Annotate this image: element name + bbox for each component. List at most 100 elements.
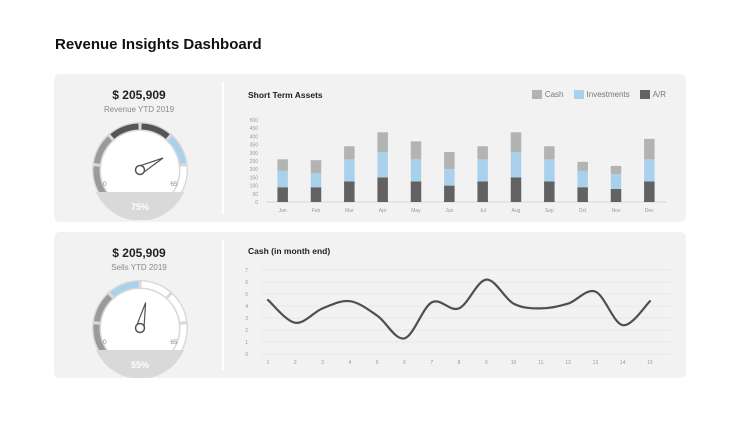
sells-kpi-label: Sells YTD 2019 [111, 263, 167, 272]
x-tick-label: Jan [279, 208, 287, 214]
bar-ar [277, 187, 288, 202]
bar-cash [310, 160, 322, 174]
page-title: Revenue Insights Dashboard [55, 36, 262, 53]
gauge-band [96, 350, 184, 378]
y-tick-label: 2 [245, 328, 248, 334]
bar-cash [577, 161, 588, 171]
bar-cash [344, 146, 355, 160]
y-tick-label: 7 [245, 268, 248, 274]
bar-cash [544, 146, 555, 160]
x-tick-label: Aug [512, 208, 521, 214]
panel-divider [222, 240, 224, 370]
legend-item-cash: Cash [531, 90, 564, 99]
gauge-min-label: 0 [103, 339, 107, 346]
x-tick-label: Feb [312, 208, 321, 214]
bar-cash [477, 146, 488, 160]
y-tick-label: 300 [250, 151, 259, 157]
y-tick-label: 4 [245, 304, 248, 310]
cash-chart-title: Cash (in month end) [248, 246, 331, 256]
y-tick-label: 0 [255, 200, 258, 206]
bar-investments [444, 169, 455, 186]
revenue-gauge: 0 65 75% [92, 122, 188, 220]
bar-investments [410, 159, 422, 182]
y-tick-label: 50 [252, 192, 258, 198]
sells-gauge: 0 65 55% [92, 280, 188, 378]
x-tick-label: 2 [294, 360, 297, 366]
revenue-panel: $ 205,909 Revenue YTD 2019 0 65 75% Short … [54, 74, 686, 222]
x-tick-label: 14 [620, 360, 626, 366]
revenue-kpi: $ 205,909 Revenue YTD 2019 0 65 75% [54, 74, 224, 222]
legend-item-investments: Investments [573, 90, 630, 99]
x-tick-label: Jul [479, 208, 485, 214]
x-tick-label: 7 [430, 360, 433, 366]
x-tick-label: 12 [565, 360, 571, 366]
bar-investments [644, 159, 655, 182]
bar-cash [410, 141, 422, 160]
x-tick-label: 6 [403, 360, 406, 366]
x-tick-label: 9 [485, 360, 488, 366]
bar-cash [277, 159, 288, 171]
gauge-hub [134, 164, 146, 176]
bar-ar [344, 181, 355, 202]
x-tick-label: Sep [545, 208, 554, 214]
legend-label-ar: A/R [652, 90, 666, 99]
sells-panel: $ 205,909 Sells YTD 2019 0 65 55% Cash (in… [54, 232, 686, 378]
bar-investments [310, 173, 322, 188]
gauge-band [96, 192, 184, 220]
y-tick-label: 1 [245, 340, 248, 346]
bar-ar [444, 185, 455, 202]
bar-investments [277, 170, 288, 188]
x-tick-label: 13 [593, 360, 599, 366]
bar-investments [577, 170, 588, 188]
y-tick-label: 200 [250, 167, 259, 173]
bar-investments [510, 151, 522, 178]
bar-ar [477, 181, 488, 202]
x-tick-label: Dec [645, 208, 654, 214]
bar-ar [310, 187, 322, 202]
gauge-segment [141, 123, 170, 139]
x-tick-label: Jun [445, 208, 453, 214]
y-tick-label: 5 [245, 292, 248, 298]
x-tick-label: 4 [348, 360, 351, 366]
gauge-percent-label: 75% [131, 202, 149, 212]
y-tick-label: 350 [250, 143, 259, 149]
bar-investments [377, 151, 388, 178]
bar-cash [610, 165, 622, 175]
bar-ar [610, 188, 622, 202]
gauge-segment [94, 294, 113, 323]
gauge-hub [134, 322, 146, 334]
x-tick-label: Oct [579, 208, 587, 214]
x-tick-label: 3 [321, 360, 324, 366]
gauge-segment [167, 294, 186, 323]
legend-label-investments: Investments [586, 90, 630, 99]
y-tick-label: 500 [250, 118, 259, 124]
y-tick-label: 6 [245, 280, 248, 286]
x-tick-label: May [411, 208, 421, 214]
gauge-percent-label: 55% [131, 360, 149, 370]
sells-kpi: $ 205,909 Sells YTD 2019 0 65 55% [54, 232, 224, 378]
y-tick-label: 3 [245, 316, 248, 322]
bar-ar [577, 187, 588, 202]
legend-swatch-ar [639, 90, 650, 99]
gauge-segment [110, 123, 139, 139]
gauge-segment [141, 281, 170, 297]
x-tick-label: 8 [458, 360, 461, 366]
y-tick-label: 400 [250, 134, 259, 140]
legend-label-cash: Cash [544, 90, 564, 99]
gauge-segment [110, 281, 139, 297]
x-tick-label: 5 [376, 360, 379, 366]
legend-item-ar: A/R [639, 90, 666, 99]
x-tick-label: 1 [267, 360, 270, 366]
x-tick-label: Apr [379, 208, 387, 214]
y-tick-label: 100 [250, 184, 259, 190]
revenue-kpi-value: $ 205,909 [112, 88, 166, 102]
x-tick-label: 10 [511, 360, 517, 366]
bar-investments [610, 174, 622, 189]
gauge-min-label: 0 [103, 181, 107, 188]
bar-cash [444, 151, 455, 170]
assets-chart-legend: Cash Investments A/R [531, 90, 666, 99]
bar-cash [377, 132, 388, 152]
y-tick-label: 250 [250, 159, 259, 165]
x-tick-label: 15 [647, 360, 653, 366]
